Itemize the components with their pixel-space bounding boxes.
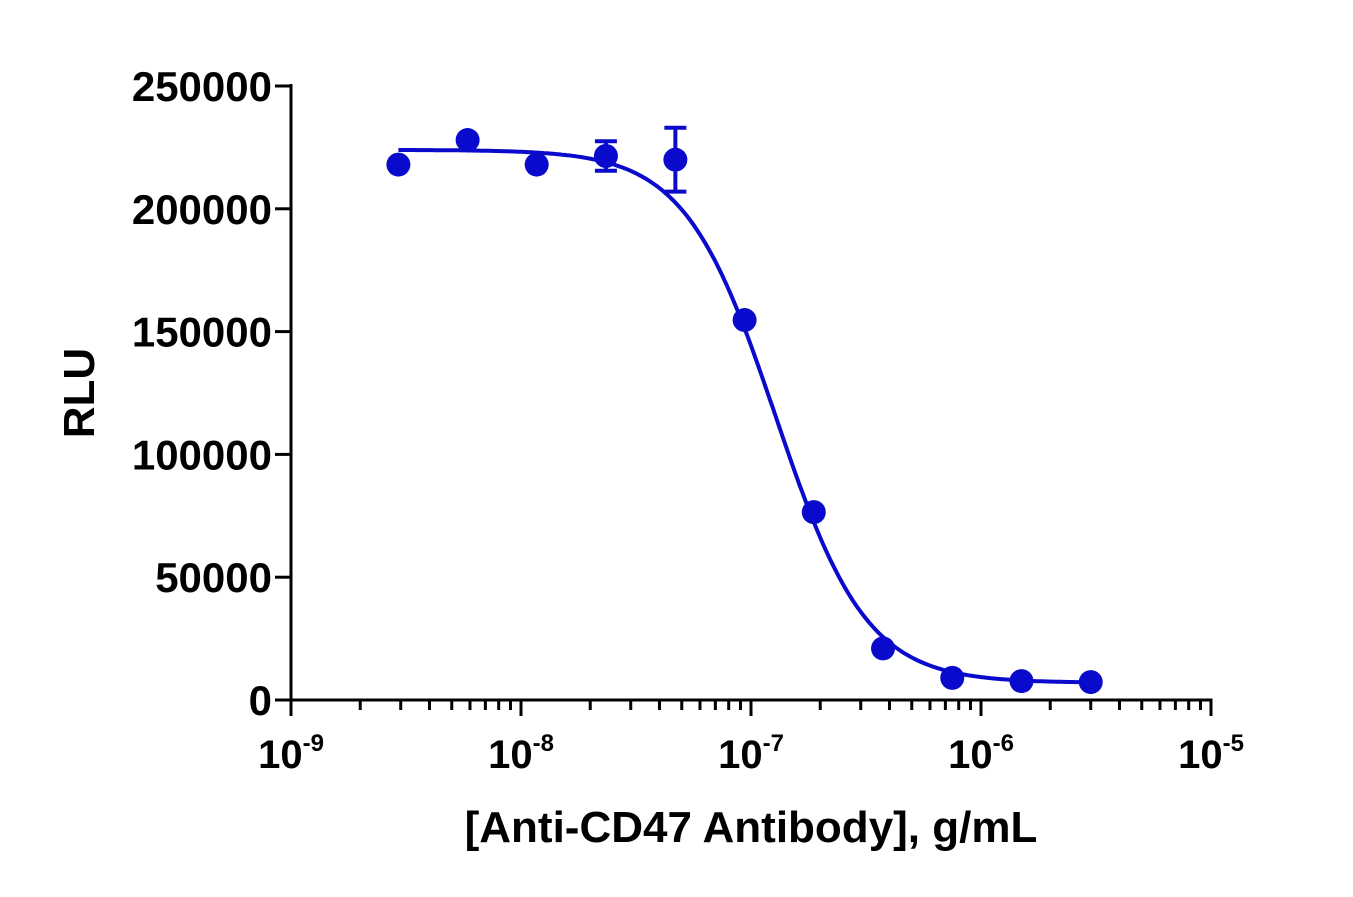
data-point <box>732 308 757 333</box>
y-tick-label: 100000 <box>132 431 272 478</box>
x-tick-label: 10-9 <box>258 730 324 777</box>
x-axis-label: [Anti-CD47 Antibody], g/mL <box>465 803 1038 852</box>
data-point <box>871 636 896 661</box>
y-tick-label: 0 <box>249 677 272 724</box>
data-point <box>940 665 965 690</box>
axes: 0 50000 100000 150000 200000 250000 10-9 10-8 10… <box>132 63 1244 777</box>
y-tick-label: 200000 <box>132 186 272 233</box>
data-point <box>663 147 688 172</box>
y-axis-label: RLU <box>55 348 104 438</box>
data-point <box>801 500 826 525</box>
y-tick-label: 250000 <box>132 63 272 110</box>
fit-curve <box>398 148 1091 685</box>
data-point <box>386 152 411 177</box>
data-point <box>593 143 618 168</box>
x-tick-label: 10-7 <box>718 730 784 777</box>
data-marks <box>386 125 1103 695</box>
x-tick-label: 10-6 <box>948 730 1014 777</box>
data-point <box>1078 670 1103 695</box>
y-tick-label: 150000 <box>132 309 272 356</box>
y-tick-label: 50000 <box>155 554 272 601</box>
data-point <box>455 128 480 153</box>
x-tick-label: 10-5 <box>1178 730 1244 777</box>
data-point <box>524 152 549 177</box>
data-point <box>1009 669 1034 694</box>
x-tick-label: 10-8 <box>488 730 554 777</box>
